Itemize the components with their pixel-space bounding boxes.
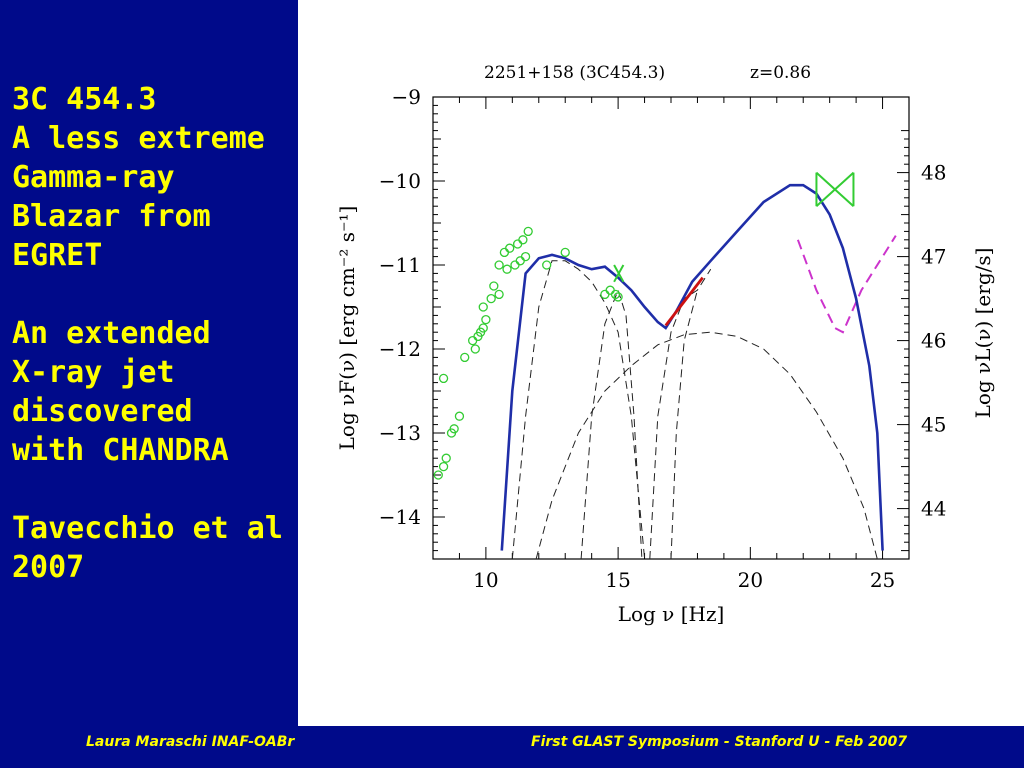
data-point	[449, 424, 459, 434]
y-tick-label: −12	[379, 337, 421, 361]
slide-text-line: EGRET	[12, 238, 103, 273]
series-component	[670, 290, 698, 559]
data-point	[438, 373, 449, 384]
plot-area	[433, 171, 897, 559]
slide-text-line: Tavecchio et al	[12, 511, 283, 546]
series-gamma-bowtie	[815, 171, 855, 207]
series-component	[535, 331, 878, 559]
data-point	[510, 260, 520, 270]
x-tick-label: 25	[870, 568, 895, 592]
y2-tick-label: 47	[921, 245, 946, 269]
slide-text-line: 2007	[12, 550, 85, 585]
data-point	[520, 251, 531, 262]
slide-text-line: 3C 454.3	[12, 82, 157, 117]
footer-bar: Laura Maraschi INAF-OABr First GLAST Sym…	[0, 726, 1024, 768]
data-point	[489, 281, 499, 291]
data-point	[499, 247, 510, 258]
data-point	[438, 461, 449, 472]
y2-axis-label: Log νL(ν) [erg/s]	[971, 248, 995, 419]
data-point	[502, 264, 512, 274]
slide-text-line: with CHANDRA	[12, 433, 229, 468]
slide-text-line: A less extreme	[12, 121, 265, 156]
slide-spacer	[12, 470, 312, 509]
chart-axes-group: 10 15 20 25 −14 −13 −12 −11 −10 −9 44 45 46 47 48 2251+…	[335, 63, 995, 626]
left-panel	[0, 0, 298, 726]
data-point	[505, 243, 515, 253]
data-point	[478, 323, 488, 333]
series-component	[649, 268, 712, 559]
data-point	[494, 260, 504, 270]
data-point	[523, 226, 533, 237]
slide-text-line: discovered	[12, 394, 193, 429]
series-model	[500, 183, 884, 551]
y2-tick-label: 48	[921, 161, 946, 185]
data-point	[441, 453, 451, 463]
data-point	[481, 314, 491, 325]
y-tick-label: −13	[379, 421, 421, 445]
footer-author: Laura Maraschi INAF-OABr	[86, 734, 295, 750]
series-component	[580, 288, 643, 559]
y2-tick-label: 46	[921, 329, 946, 353]
series-optical-bowtie	[613, 264, 625, 283]
data-point	[470, 344, 480, 354]
data-point	[610, 289, 621, 300]
data-point	[518, 235, 528, 245]
data-point	[542, 260, 552, 270]
data-point	[454, 411, 465, 421]
data-point	[478, 302, 488, 312]
chart-title: 2251+158 (3C454.3)	[484, 63, 665, 83]
slide-spacer	[12, 275, 312, 314]
y-tick-label: −14	[379, 505, 421, 529]
plot-frame	[432, 96, 910, 560]
y2-tick-label: 45	[921, 413, 946, 437]
data-point	[512, 239, 523, 249]
data-point	[468, 335, 478, 346]
slide-text: 3C 454.3 A less extreme Gamma-ray Blazar fr…	[12, 80, 312, 587]
data-point	[600, 289, 610, 300]
y-tick-label: −10	[379, 169, 421, 193]
x-tick-label: 20	[738, 568, 763, 592]
x-axis-label: Log ν [Hz]	[618, 602, 725, 626]
data-point	[613, 292, 623, 302]
slide-text-line: Blazar from	[12, 199, 211, 234]
slide-text-line: An extended	[12, 316, 211, 351]
x-tick-label: 15	[605, 568, 630, 592]
data-point	[515, 256, 525, 266]
data-point	[605, 285, 615, 295]
redshift-label: z=0.86	[750, 63, 811, 83]
data-point	[494, 289, 504, 300]
slide-text-line: X-ray jet	[12, 355, 175, 390]
data-point	[560, 247, 570, 258]
slide-text-line: Gamma-ray	[12, 160, 175, 195]
sed-chart: 10 15 20 25 −14 −13 −12 −11 −10 −9 44 45 46 47 48 2251+…	[335, 63, 995, 626]
series-xray-bowtie	[664, 276, 704, 327]
data-point	[433, 470, 443, 480]
data-point	[486, 293, 496, 304]
y-axis-label: Log νF(ν) [erg cm⁻² s⁻¹]	[335, 206, 359, 451]
series-component	[511, 260, 646, 559]
data-point	[460, 352, 470, 363]
y-tick-label: −11	[379, 253, 421, 277]
y-tick-label: −9	[392, 85, 421, 109]
series-upper-limit	[796, 235, 897, 334]
x-tick-label: 10	[473, 568, 498, 592]
footer-event: First GLAST Symposium - Stanford U - Feb…	[531, 734, 908, 750]
y2-tick-label: 44	[921, 497, 946, 521]
